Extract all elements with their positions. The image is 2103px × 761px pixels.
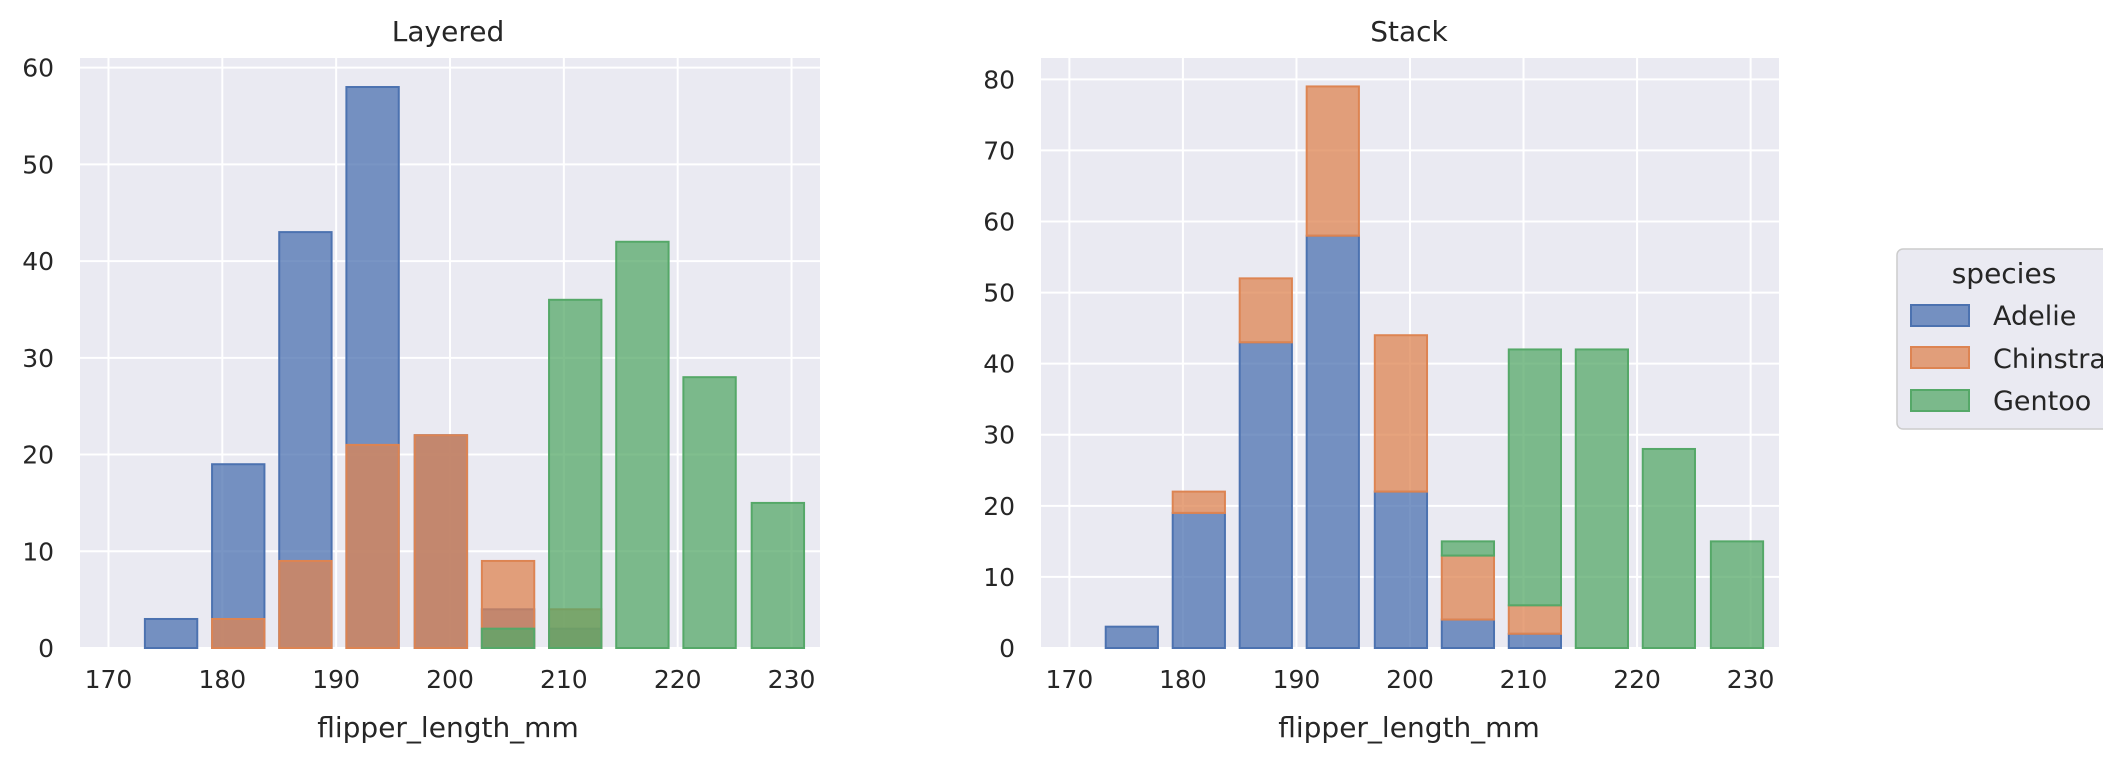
x-tick-label: 200	[1386, 665, 1434, 694]
y-tick-label: 40	[22, 247, 54, 276]
x-tick-label: 210	[540, 665, 588, 694]
bar-chinstrap	[413, 434, 469, 649]
y-tick-label: 50	[22, 150, 54, 179]
bar-chinstrap	[1507, 604, 1563, 635]
bars	[143, 86, 806, 650]
x-tick-label: 170	[1046, 665, 1094, 694]
legend-swatch-gentoo	[1910, 389, 1970, 412]
x-tick-label: 230	[1727, 665, 1775, 694]
bar-adelie	[1507, 632, 1563, 650]
bar-gentoo	[1574, 348, 1629, 649]
y-tick-label: 50	[983, 279, 1015, 308]
legend-frame	[1896, 248, 2103, 430]
y-tick-label: 30	[22, 344, 54, 373]
bar-adelie	[1305, 234, 1360, 649]
bar-adelie	[1104, 625, 1159, 649]
bar-chinstrap	[345, 443, 400, 650]
bar-adelie	[1373, 490, 1429, 650]
bar-adelie	[1440, 618, 1496, 650]
bar-adelie	[1238, 341, 1293, 649]
y-tick-label: 60	[983, 207, 1015, 236]
x-tick-label: 190	[312, 665, 360, 694]
stack-panel: Stack flipper_length_mm 170 180 190 200 210 2…	[983, 15, 1779, 744]
x-tick-label: 180	[198, 665, 246, 694]
legend-label-gentoo: Gentoo	[1993, 386, 2091, 417]
y-tick-label: 10	[22, 537, 54, 566]
y-tick-label: 0	[999, 634, 1015, 663]
bar-gentoo	[1507, 348, 1563, 607]
bar-adelie	[1171, 511, 1226, 649]
y-tick-label: 60	[22, 54, 54, 83]
legend: species Adelie Chinstrap Gentoo	[1896, 248, 2103, 430]
x-tick-label: 200	[426, 665, 474, 694]
bar-adelie	[143, 617, 199, 649]
bar-gentoo	[548, 298, 603, 649]
y-tick-label: 80	[983, 65, 1015, 94]
layered-x-axis-title: flipper_length_mm	[317, 711, 579, 744]
stack-panel-title: Stack	[1370, 15, 1448, 48]
x-tick-label: 190	[1273, 665, 1321, 694]
y-tick-label: 30	[983, 421, 1015, 450]
legend-swatch-chinstrap	[1910, 346, 1970, 369]
bar-chinstrap	[1373, 334, 1429, 493]
plot-area	[1041, 58, 1779, 650]
layered-panel: Layered flipper_length_mm 170 180 190 200 21…	[22, 15, 820, 744]
bar-chinstrap	[1238, 277, 1293, 344]
y-tick-label: 10	[983, 563, 1015, 592]
x-tick-label: 210	[1500, 665, 1548, 694]
bar-gentoo	[682, 376, 737, 649]
bar-gentoo	[615, 240, 670, 650]
bar-gentoo	[480, 627, 536, 650]
bar-chinstrap	[278, 559, 333, 649]
y-tick-label: 70	[983, 136, 1015, 165]
bar-chinstrap	[1440, 554, 1496, 621]
x-tick-label: 180	[1159, 665, 1207, 694]
legend-label-adelie: Adelie	[1993, 301, 2076, 332]
y-tick-label: 40	[983, 350, 1015, 379]
bar-chinstrap	[1305, 85, 1360, 237]
bar-gentoo	[1440, 540, 1496, 557]
legend-label-chinstrap: Chinstrap	[1993, 344, 2103, 375]
legend-title: species	[1952, 257, 2057, 290]
plot-area	[80, 58, 820, 650]
bar-chinstrap	[1171, 490, 1226, 514]
layered-panel-title: Layered	[392, 15, 504, 48]
x-tick-label: 220	[1613, 665, 1661, 694]
stack-x-axis-title: flipper_length_mm	[1278, 711, 1540, 744]
y-tick-label: 20	[983, 492, 1015, 521]
x-tick-label: 220	[654, 665, 702, 694]
y-tick-label: 20	[22, 441, 54, 470]
bars	[1104, 85, 1765, 650]
y-tick-label: 0	[38, 634, 54, 663]
bar-gentoo	[1641, 447, 1696, 650]
bar-chinstrap	[211, 617, 266, 649]
bar-gentoo	[1709, 540, 1765, 649]
bar-gentoo	[750, 501, 806, 649]
x-tick-label: 230	[768, 665, 816, 694]
legend-swatch-adelie	[1910, 304, 1970, 327]
bar-adelie	[211, 463, 266, 650]
x-tick-label: 170	[85, 665, 133, 694]
